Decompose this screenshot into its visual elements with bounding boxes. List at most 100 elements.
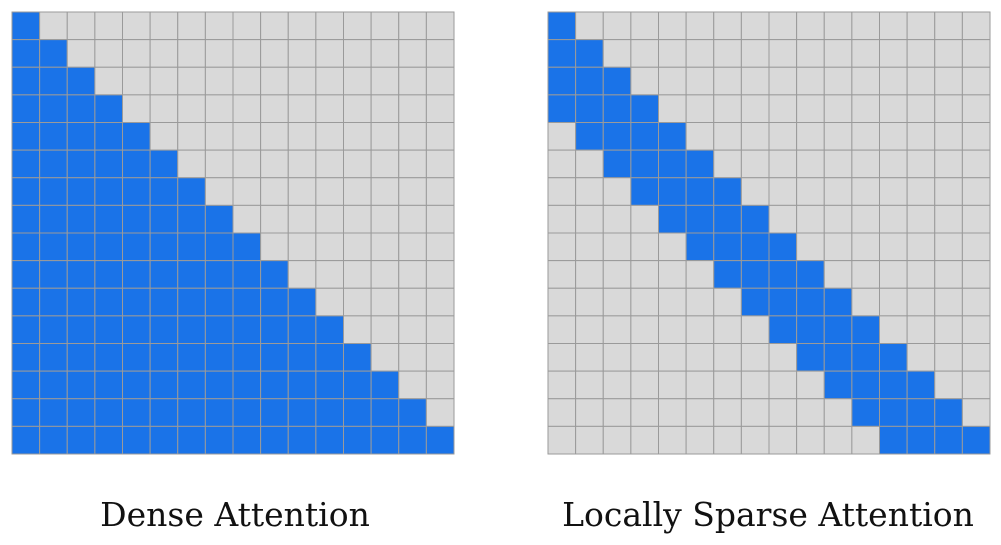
masked-cell <box>370 260 400 289</box>
attended-cell <box>879 370 908 400</box>
masked-cell <box>740 66 770 96</box>
attended-cell <box>602 122 632 151</box>
attended-cell <box>260 425 289 455</box>
masked-cell <box>934 94 963 123</box>
attended-cell <box>685 204 715 234</box>
masked-cell <box>370 177 400 206</box>
attended-cell <box>122 122 151 151</box>
attended-cell <box>11 122 41 151</box>
attended-cell <box>94 398 123 427</box>
attended-cell <box>851 370 880 400</box>
masked-cell <box>879 315 908 344</box>
masked-cell <box>149 122 179 151</box>
masked-cell <box>934 287 963 317</box>
masked-cell <box>658 370 687 400</box>
masked-cell <box>630 287 659 317</box>
masked-cell <box>685 260 715 289</box>
masked-cell <box>630 398 659 427</box>
masked-cell <box>906 39 936 68</box>
attended-cell <box>94 425 123 455</box>
attended-cell <box>66 232 96 262</box>
masked-cell <box>934 39 963 68</box>
attended-cell <box>204 287 234 317</box>
masked-cell <box>658 315 687 344</box>
attended-cell <box>768 260 798 289</box>
attended-cell <box>398 398 427 427</box>
attended-cell <box>315 343 344 372</box>
attended-cell <box>94 343 123 372</box>
masked-cell <box>961 66 991 96</box>
masked-cell <box>823 260 853 289</box>
masked-cell <box>398 287 427 317</box>
masked-cell <box>575 398 604 427</box>
masked-cell <box>343 315 372 344</box>
attended-cell <box>177 398 206 427</box>
attended-cell <box>602 94 632 123</box>
masked-cell <box>287 204 317 234</box>
masked-cell <box>934 11 963 41</box>
masked-cell <box>343 149 372 179</box>
masked-cell <box>823 232 853 262</box>
attended-cell <box>177 370 206 400</box>
masked-cell <box>204 122 234 151</box>
masked-cell <box>906 343 936 372</box>
masked-cell <box>575 11 604 41</box>
attended-cell <box>630 122 659 151</box>
masked-cell <box>685 398 715 427</box>
masked-cell <box>122 11 151 41</box>
attended-cell <box>658 177 687 206</box>
attended-cell <box>315 425 344 455</box>
attended-cell <box>94 149 123 179</box>
masked-cell <box>740 122 770 151</box>
masked-cell <box>232 204 262 234</box>
masked-cell <box>425 66 455 96</box>
masked-cell <box>713 149 742 179</box>
attended-cell <box>177 315 206 344</box>
masked-cell <box>685 66 715 96</box>
masked-cell <box>906 11 936 41</box>
attended-cell <box>204 204 234 234</box>
masked-cell <box>547 398 577 427</box>
masked-cell <box>547 260 577 289</box>
masked-cell <box>204 177 234 206</box>
masked-cell <box>630 425 659 455</box>
masked-cell <box>934 232 963 262</box>
attended-cell <box>204 343 234 372</box>
attended-cell <box>177 232 206 262</box>
masked-cell <box>740 370 770 400</box>
masked-cell <box>94 39 123 68</box>
attended-cell <box>961 425 991 455</box>
masked-cell <box>575 260 604 289</box>
masked-cell <box>287 232 317 262</box>
masked-cell <box>906 204 936 234</box>
masked-cell <box>602 39 632 68</box>
masked-cell <box>122 39 151 68</box>
attended-cell <box>204 260 234 289</box>
attended-cell <box>232 425 262 455</box>
masked-cell <box>343 204 372 234</box>
attended-cell <box>11 94 41 123</box>
attended-cell <box>149 177 179 206</box>
attended-cell <box>177 343 206 372</box>
masked-cell <box>343 260 372 289</box>
masked-cell <box>370 315 400 344</box>
masked-cell <box>740 94 770 123</box>
masked-cell <box>177 39 206 68</box>
masked-cell <box>204 149 234 179</box>
masked-cell <box>575 370 604 400</box>
attended-cell <box>177 177 206 206</box>
masked-cell <box>961 177 991 206</box>
attended-cell <box>713 260 742 289</box>
masked-cell <box>685 39 715 68</box>
masked-cell <box>961 398 991 427</box>
masked-cell <box>851 11 880 41</box>
masked-cell <box>934 343 963 372</box>
attended-cell <box>658 122 687 151</box>
attended-cell <box>740 260 770 289</box>
masked-cell <box>685 287 715 317</box>
attended-cell <box>122 315 151 344</box>
attended-cell <box>315 398 344 427</box>
masked-cell <box>851 232 880 262</box>
masked-cell <box>575 232 604 262</box>
masked-cell <box>343 232 372 262</box>
